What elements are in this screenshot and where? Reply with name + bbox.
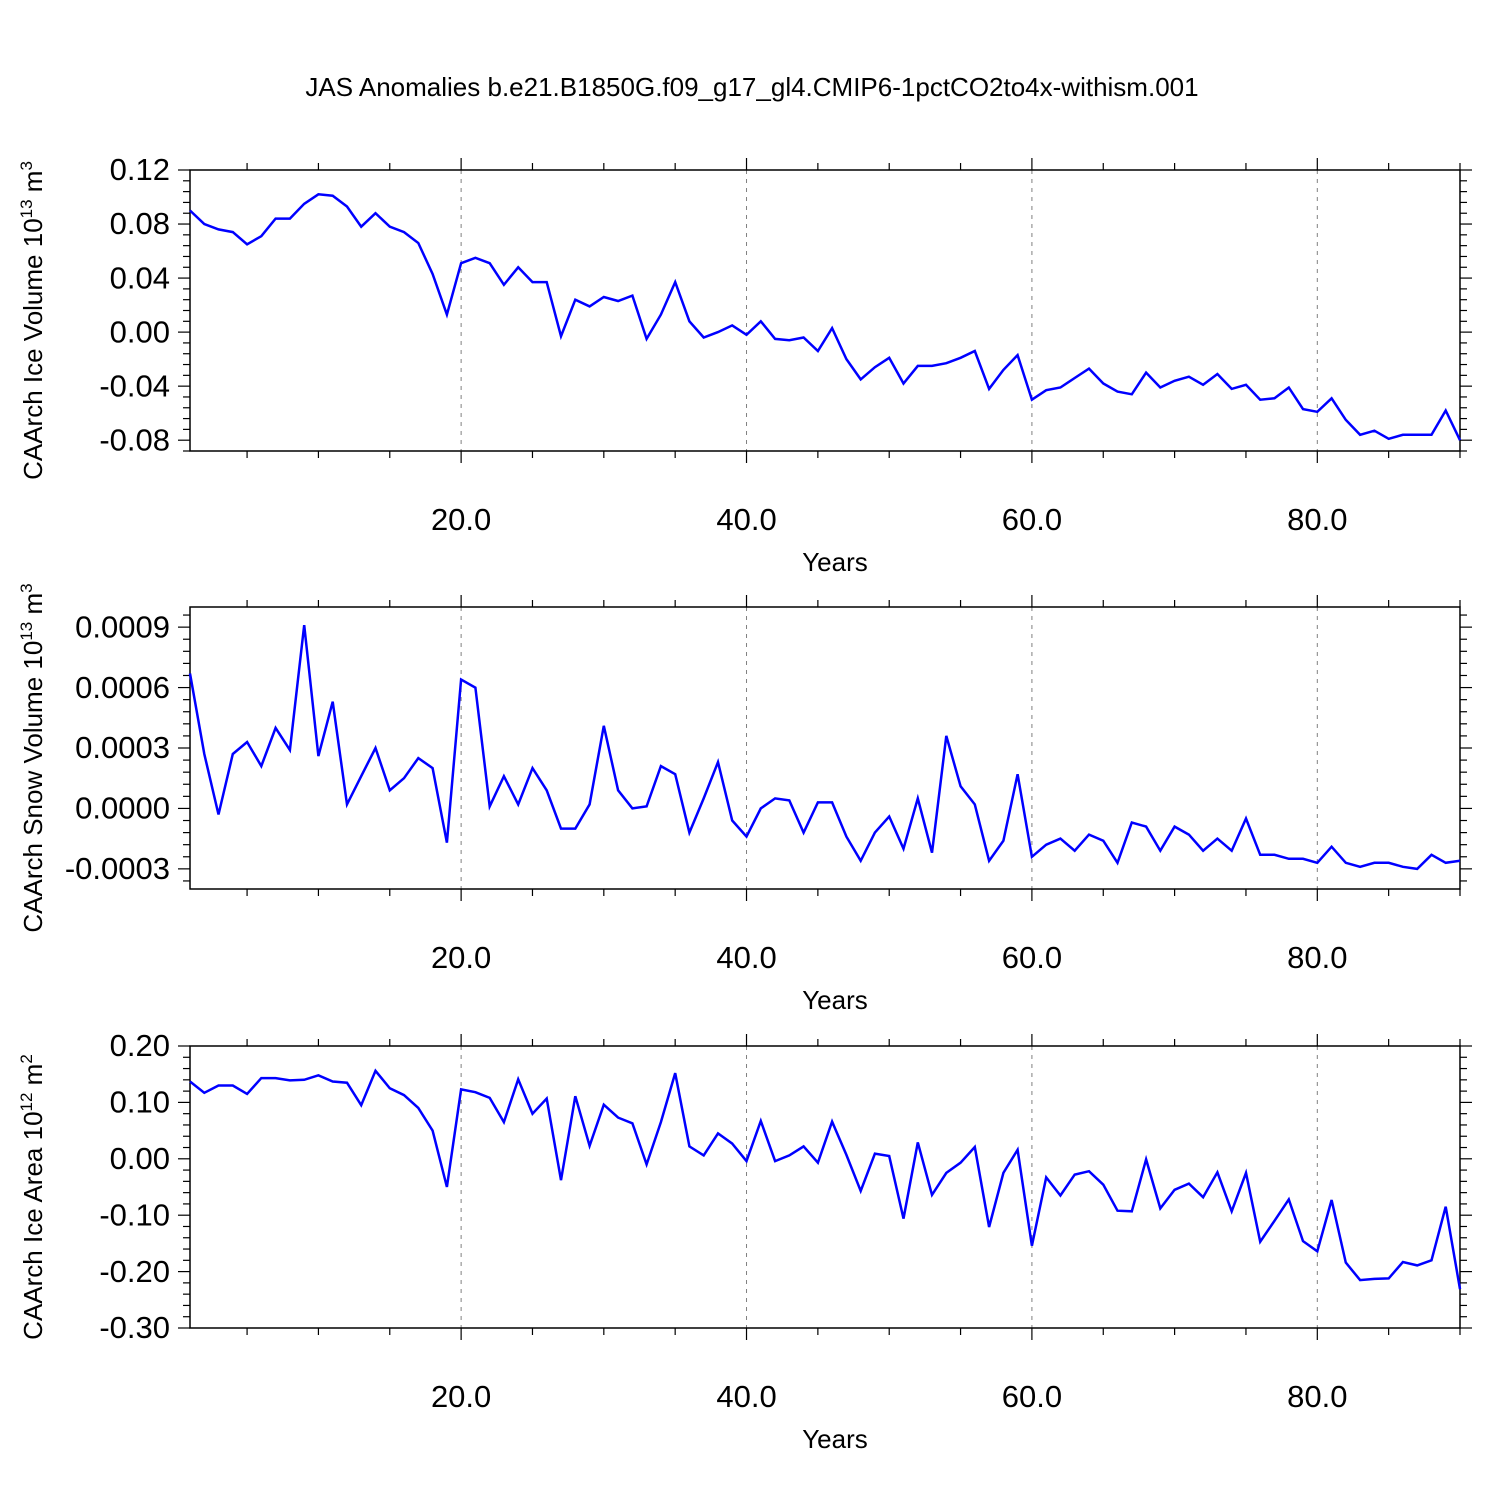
y-tick-label: 0.10 <box>110 1085 170 1120</box>
y-tick-label: -0.30 <box>99 1310 170 1345</box>
series-line <box>188 624 1461 871</box>
y-tick-label: 0.0009 <box>75 609 170 644</box>
x-tick-label: 60.0 <box>1002 1379 1062 1414</box>
plot-frame <box>189 1045 1461 1329</box>
x-tick-label: 40.0 <box>716 940 776 975</box>
panel-1: -0.08 -0.04 0.00 0.04 0.08 0.12 20.0 40.0 60.0 80… <box>17 152 1472 577</box>
plot-frame <box>189 606 1461 890</box>
x-tick-label: 80.0 <box>1287 940 1347 975</box>
panels: -0.08 -0.04 0.00 0.04 0.08 0.12 20.0 40.0 60.0 80… <box>17 152 1472 1454</box>
y-tick-label: 0.0003 <box>75 730 170 765</box>
y-tick-label: -0.20 <box>99 1254 170 1289</box>
y-tick-label: 0.08 <box>110 206 170 241</box>
y-tick-label: -0.08 <box>99 422 170 457</box>
y-tick-label: 0.04 <box>110 260 170 295</box>
x-axis-title: Years <box>802 547 868 577</box>
series-line <box>189 193 1462 441</box>
x-tick-label: 80.0 <box>1287 502 1347 537</box>
chart-title: JAS Anomalies b.e21.B1850G.f09_g17_gl4.C… <box>305 72 1198 102</box>
x-tick-label: 60.0 <box>1002 940 1062 975</box>
x-tick-label: 20.0 <box>431 502 491 537</box>
y-tick-label: -0.04 <box>99 368 170 403</box>
y-tick-label: 0.12 <box>110 152 170 187</box>
y-tick-label: 0.00 <box>110 1141 170 1176</box>
x-tick-label: 20.0 <box>431 940 491 975</box>
series-line <box>189 1068 1462 1290</box>
plot-frame <box>189 169 1461 452</box>
y-tick-label: 0.20 <box>110 1028 170 1063</box>
x-tick-label: 60.0 <box>1002 502 1062 537</box>
x-axis-title: Years <box>802 1424 868 1454</box>
x-axis-title: Years <box>802 985 868 1015</box>
x-tick-label: 80.0 <box>1287 1379 1347 1414</box>
x-tick-label: 40.0 <box>716 1379 776 1414</box>
x-tick-label: 20.0 <box>431 1379 491 1414</box>
y-tick-label: -0.0003 <box>65 851 170 886</box>
x-tick-label: 40.0 <box>716 502 776 537</box>
y-tick-label: 0.0000 <box>75 791 170 826</box>
y-tick-label: 0.00 <box>110 314 170 349</box>
y-axis-title: CAArch Snow Volume 1013 m3 <box>17 583 48 932</box>
panel-2: -0.0003 0.0000 0.0003 0.0006 0.0009 20.0 40.0 6… <box>17 583 1472 1015</box>
y-axis-title: CAArch Ice Area 1012 m2 <box>17 1054 48 1340</box>
y-axis-title: CAArch Ice Volume 1013 m3 <box>17 161 48 480</box>
panel-3: -0.30 -0.20 -0.10 0.00 0.10 0.20 20.0 40.0 60.0 8… <box>17 1028 1472 1454</box>
y-tick-label: 0.0006 <box>75 670 170 705</box>
y-tick-label: -0.10 <box>99 1197 170 1232</box>
